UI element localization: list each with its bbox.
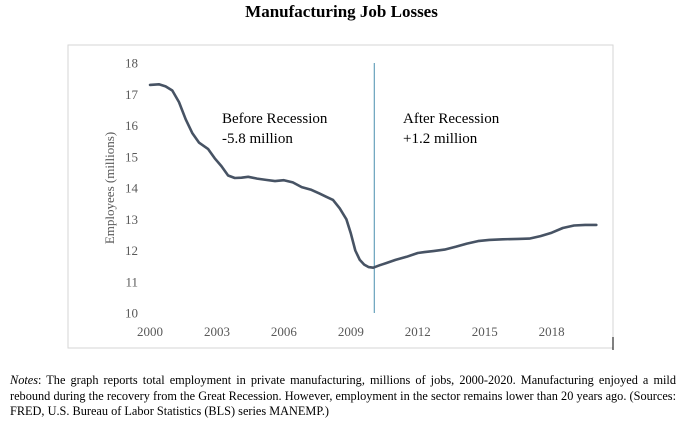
y-tick-label-10: 10 [125,306,138,321]
y-axis-label: Employees (millions) [102,132,117,244]
annotations: Before Recession -5.8 million After Recess… [222,111,500,147]
annotation-before-line-2: -5.8 million [222,131,293,147]
y-tick-label-13: 13 [125,212,138,227]
notes-text: : The graph reports total employment in … [10,373,676,418]
x-tick-label-2003: 2003 [204,324,230,339]
annotation-after-line-2: +1.2 million [403,131,478,147]
series-group [148,83,598,269]
y-tick-label-17: 17 [125,87,139,102]
y-tick-label-14: 14 [125,181,139,196]
y-tick-label-18: 18 [125,56,138,71]
plot-area-border [67,44,614,349]
notes-paragraph: Notes: The graph reports total employmen… [10,373,676,420]
y-tick-labels: 10 11 12 13 14 15 16 17 18 [125,56,139,321]
y-tick-label-15: 15 [125,149,138,164]
x-tick-label-2012: 2012 [405,324,431,339]
x-tick-label-2015: 2015 [472,324,498,339]
x-tick-label-2000: 2000 [137,324,163,339]
x-tick-label-2018: 2018 [539,324,565,339]
y-tick-label-12: 12 [125,243,138,258]
annotation-after-line-1: After Recession [403,111,500,127]
series-line-0 [148,83,598,269]
notes-label: Notes [10,373,39,387]
x-tick-labels: 2000 2003 2006 2009 2012 2015 2018 [137,324,565,339]
annotation-before-line-1: Before Recession [222,111,328,127]
chart-title: Manufacturing Job Losses [245,2,438,21]
x-tick-label-2006: 2006 [271,324,298,339]
x-tick-label-2009: 2009 [338,324,364,339]
y-tick-label-11: 11 [125,274,138,289]
y-tick-label-16: 16 [125,118,139,133]
